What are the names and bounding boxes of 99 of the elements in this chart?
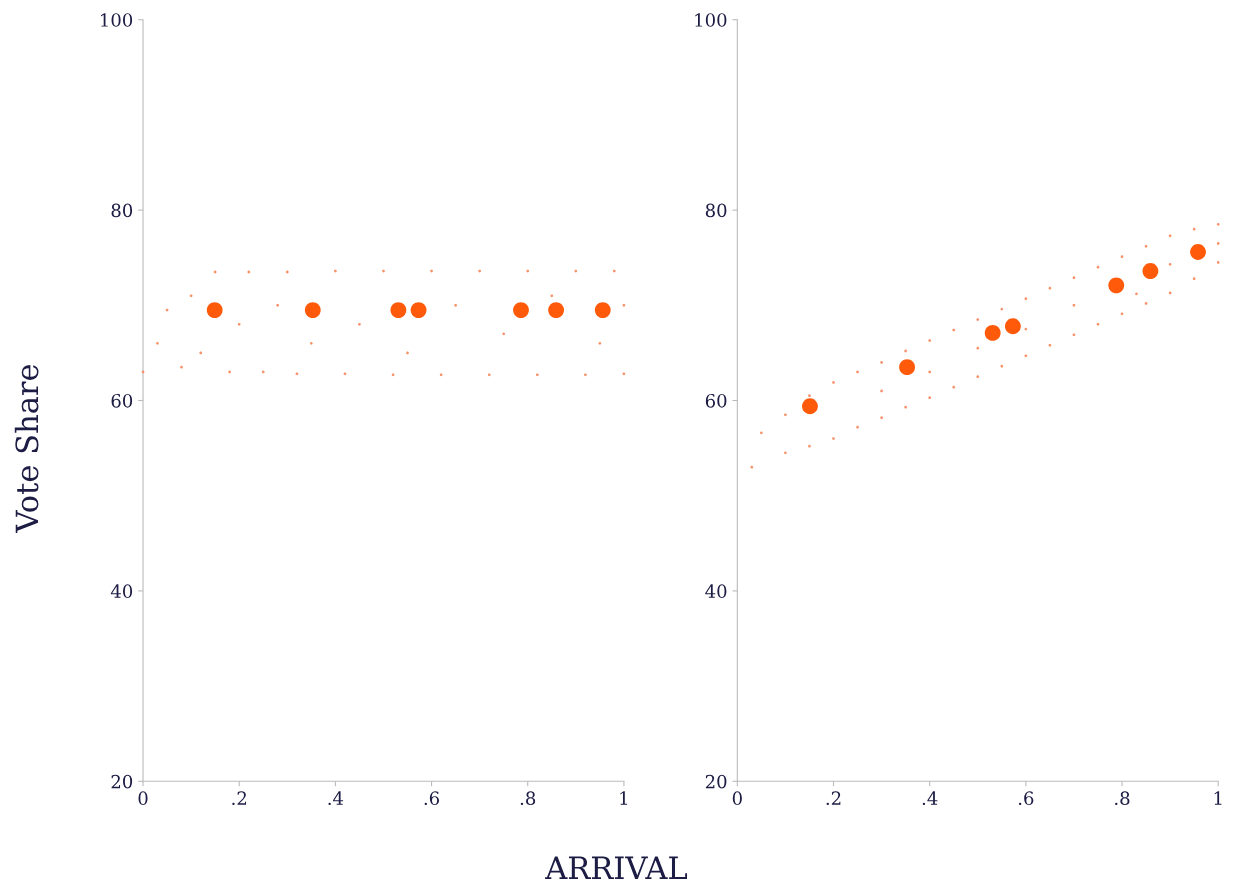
point [1142, 263, 1159, 279]
point [535, 373, 539, 377]
point [285, 270, 289, 274]
x-tick-label: .6 [424, 791, 440, 806]
x-tick-label: .4 [922, 791, 938, 806]
point [584, 373, 587, 377]
point [454, 303, 457, 307]
y-tick-label: 60 [705, 393, 727, 408]
point [802, 398, 818, 415]
point [1216, 261, 1220, 264]
y-tick-label: 60 [111, 393, 133, 408]
point [276, 303, 280, 307]
point [976, 375, 980, 379]
point [1024, 297, 1028, 301]
point [333, 269, 337, 273]
point [513, 302, 529, 318]
point [952, 328, 956, 332]
point [548, 302, 565, 318]
point [1004, 318, 1021, 335]
point [784, 451, 787, 455]
point [228, 370, 231, 374]
point [1072, 276, 1076, 280]
point [808, 444, 811, 448]
point [784, 413, 787, 417]
point [1144, 244, 1148, 248]
point [928, 396, 932, 400]
y-axis-title: Vote Share [14, 364, 39, 533]
point [1096, 322, 1100, 326]
point [622, 303, 626, 307]
point [832, 437, 835, 440]
point [880, 361, 883, 364]
point [594, 302, 611, 318]
point [430, 269, 433, 273]
point [832, 381, 835, 384]
point [1048, 343, 1052, 347]
x-tick-label: 0 [138, 791, 148, 806]
point [976, 318, 980, 321]
x-tick-label: 1 [1214, 791, 1222, 805]
y-tick-label: 20 [111, 774, 133, 789]
x-tick-label: .6 [1018, 791, 1034, 806]
point [358, 322, 361, 326]
point [880, 416, 883, 420]
point [856, 425, 859, 429]
point [612, 269, 616, 273]
point [206, 302, 223, 318]
point [1000, 364, 1004, 368]
point [1135, 292, 1138, 296]
y-tick-label: 80 [705, 203, 727, 218]
point [410, 302, 427, 318]
point [1168, 262, 1172, 266]
y-tick-label: 40 [705, 584, 727, 599]
x-axis-title: ARRIVAL [545, 856, 688, 879]
x-tick-label: .2 [826, 791, 841, 806]
point [309, 342, 313, 345]
point [928, 339, 932, 342]
point [304, 302, 321, 318]
point [984, 325, 1001, 341]
point [904, 405, 908, 409]
point [406, 351, 409, 355]
point [1216, 242, 1220, 245]
x-tick-label: 1 [620, 791, 628, 805]
x-tick-label: .8 [1115, 791, 1130, 806]
point [390, 302, 407, 318]
y-tick-label: 100 [101, 13, 133, 27]
x-tick-label: .2 [232, 791, 247, 806]
y-tick-label: 80 [111, 203, 133, 218]
point [880, 389, 883, 393]
point [598, 342, 602, 345]
point [1120, 255, 1124, 259]
point [856, 370, 859, 374]
point [1072, 303, 1076, 307]
point [382, 269, 385, 273]
point [156, 342, 159, 345]
point [928, 370, 932, 374]
point [180, 365, 183, 369]
point [478, 269, 482, 273]
point [487, 373, 491, 377]
point [808, 394, 811, 398]
point [502, 332, 506, 336]
x-tick-label: .8 [520, 791, 536, 806]
point [1108, 277, 1125, 294]
point [1190, 244, 1206, 260]
point [1192, 277, 1196, 281]
point [1216, 223, 1220, 226]
point [899, 359, 915, 376]
point [237, 322, 241, 326]
x-tick-label: 0 [732, 791, 742, 806]
point [550, 294, 554, 298]
y-tick-label: 100 [695, 13, 727, 27]
point [1144, 302, 1148, 305]
point [759, 431, 763, 435]
point [904, 349, 908, 353]
point [526, 269, 530, 273]
point [1096, 265, 1100, 269]
y-tick-label: 40 [110, 584, 133, 599]
x-tick-label: .4 [328, 791, 344, 806]
point [952, 385, 956, 389]
y-tick-label: 20 [705, 774, 727, 789]
point [199, 351, 203, 355]
